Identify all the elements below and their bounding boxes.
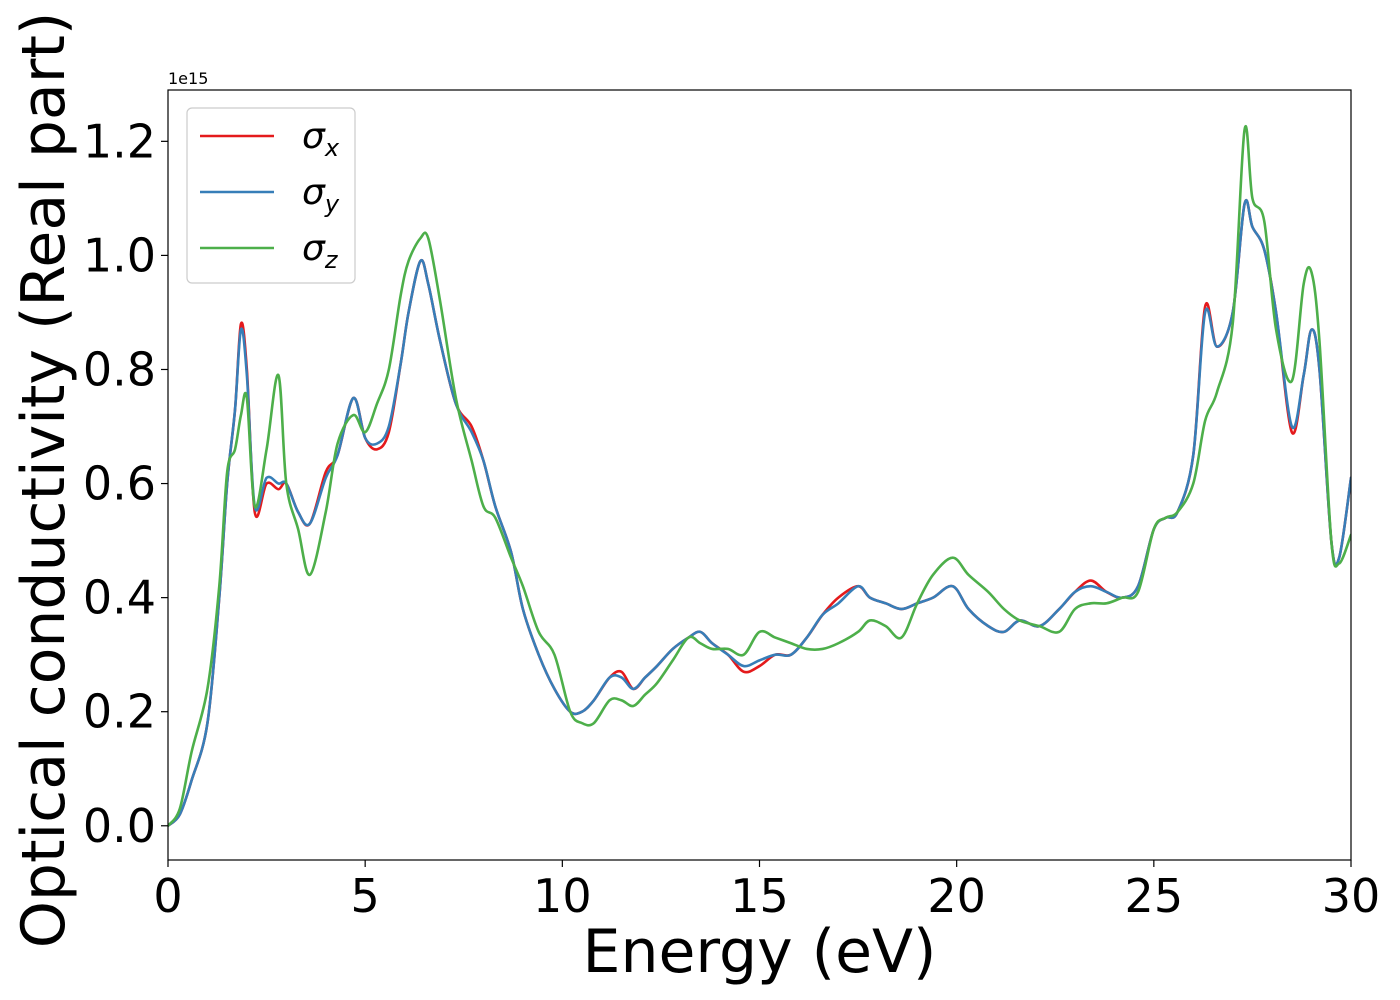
y-tick-label: 0.8 — [83, 342, 156, 396]
y-tick-label: 0.0 — [83, 799, 156, 853]
legend-label-z: σz — [302, 228, 339, 274]
legend-label-x: σx — [302, 116, 340, 162]
y-tick-label: 1.2 — [83, 114, 156, 168]
legend-subscript: y — [324, 190, 340, 218]
series-line-z — [168, 125, 1351, 828]
series-layer — [168, 125, 1351, 828]
y-axis-ticks: 0.0 0.2 0.4 0.6 0.8 1.0 1.2 — [83, 114, 168, 853]
x-tick-label: 30 — [1322, 869, 1381, 923]
y-axis-title: Optical conductivity (Real part) — [9, 12, 79, 949]
x-axis-ticks: 0 5 10 15 20 25 30 — [153, 860, 1380, 923]
x-tick-label: 15 — [730, 869, 789, 923]
x-tick-label: 5 — [351, 869, 380, 923]
y-axis-offset-text: 1e15 — [168, 69, 208, 88]
legend-symbol: σ — [302, 228, 326, 269]
series-line-y — [168, 199, 1351, 828]
legend-symbol: σ — [302, 172, 326, 213]
legend-label-y: σy — [302, 172, 340, 218]
x-tick-label: 25 — [1125, 869, 1184, 923]
x-axis-title: Energy (eV) — [583, 917, 937, 987]
y-tick-label: 0.2 — [83, 685, 156, 739]
y-tick-label: 0.6 — [83, 457, 156, 511]
x-tick-label: 0 — [153, 869, 182, 923]
x-tick-label: 10 — [533, 869, 592, 923]
y-tick-label: 1.0 — [83, 228, 156, 282]
legend-subscript: x — [324, 134, 340, 162]
x-tick-label: 20 — [927, 869, 986, 923]
legend-symbol: σ — [302, 116, 326, 157]
legend-frame — [186, 107, 356, 284]
legend-subscript: z — [324, 246, 339, 274]
y-tick-label: 0.4 — [83, 571, 156, 625]
